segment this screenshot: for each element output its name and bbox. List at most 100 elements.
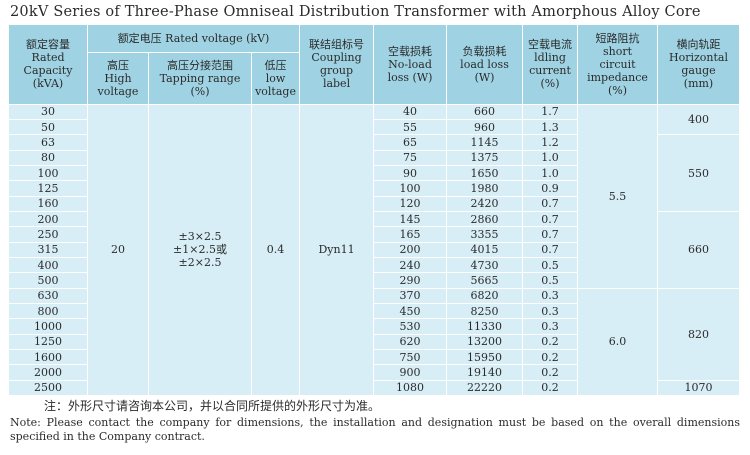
cell-no-load-loss: 65 xyxy=(373,134,448,151)
cell-load-loss: 660 xyxy=(446,103,524,121)
cell-low-voltage: 0.4 xyxy=(250,103,301,397)
cell-load-loss: 960 xyxy=(446,119,524,136)
cell-capacity: 200 xyxy=(8,210,88,228)
cell-capacity: 800 xyxy=(8,302,88,320)
table-row: 800 450 8250 0.3 xyxy=(8,302,740,320)
cell-capacity: 1600 xyxy=(8,348,88,366)
cell-gauge: 820 xyxy=(657,287,741,381)
cell-capacity: 2000 xyxy=(8,364,88,381)
cell-idling-current: 0.2 xyxy=(522,364,579,381)
cell-load-loss: 13200 xyxy=(446,333,524,350)
cell-idling-current: 0.9 xyxy=(522,180,579,197)
cell-idling-current: 0.5 xyxy=(522,272,579,289)
header-high-voltage: 高压 High voltage xyxy=(87,51,149,105)
table-row: 2500 1080 22220 0.2 1070 xyxy=(8,379,741,397)
cell-high-voltage: 20 xyxy=(87,103,149,397)
header-idling-current: 空载电流 ldling current (%) xyxy=(522,24,579,105)
cell-no-load-loss: 530 xyxy=(373,318,448,335)
cell-load-loss: 15950 xyxy=(446,348,524,366)
cell-load-loss: 2860 xyxy=(446,210,524,228)
header-rated-voltage: 额定电压 Rated voltage (kV) xyxy=(86,24,301,53)
cell-load-loss: 1145 xyxy=(446,134,524,151)
cell-gauge: 1070 xyxy=(657,379,741,397)
header-tapping-range: 高压分接范围 Tapping range (%) xyxy=(148,51,252,105)
cell-gauge: 400 xyxy=(657,103,741,136)
cell-no-load-loss: 290 xyxy=(373,272,448,289)
cell-no-load-loss: 55 xyxy=(373,119,448,136)
cell-no-load-loss: 240 xyxy=(373,256,448,274)
cell-idling-current: 1.2 xyxy=(522,134,579,151)
notes: 注：外形尺寸请咨询本公司，并以合同所提供的外形尺寸为准。 Note: Pleas… xyxy=(10,399,740,444)
cell-no-load-loss: 750 xyxy=(373,348,448,366)
table-row: 400 240 4730 0.5 xyxy=(8,256,740,274)
table-row: 63 65 1145 1.2 550 xyxy=(8,134,741,212)
cell-impedance: 6.0 xyxy=(577,287,659,397)
cell-no-load-loss: 620 xyxy=(373,333,448,350)
cell-capacity: 500 xyxy=(8,272,88,289)
cell-idling-current: 1.3 xyxy=(522,119,579,136)
table-row: 80 75 1375 1.0 xyxy=(8,149,740,167)
cell-load-loss: 1375 xyxy=(446,149,524,167)
cell-capacity: 125 xyxy=(8,180,88,197)
cell-idling-current: 0.7 xyxy=(522,241,579,258)
cell-idling-current: 0.7 xyxy=(522,210,579,228)
cell-no-load-loss: 90 xyxy=(373,165,448,182)
header-low-voltage: 低压 low voltage xyxy=(250,51,301,105)
header-coupling: 联结组标号 Coupling group label xyxy=(299,24,375,105)
table-row: 160 120 2420 0.7 xyxy=(8,195,740,213)
note-chinese: 注：外形尺寸请咨询本公司，并以合同所提供的外形尺寸为准。 xyxy=(44,399,381,413)
cell-idling-current: 1.0 xyxy=(522,165,579,182)
cell-capacity: 2500 xyxy=(8,379,88,397)
cell-idling-current: 1.7 xyxy=(522,103,579,121)
cell-no-load-loss: 40 xyxy=(373,103,448,121)
cell-capacity: 1000 xyxy=(8,318,88,335)
header-horizontal-gauge: 横向轨距 Horizontal gauge (mm) xyxy=(657,24,741,105)
cell-capacity: 160 xyxy=(8,195,88,213)
header-load-loss: 负载损耗 load loss (W) xyxy=(446,24,524,105)
cell-load-loss: 4015 xyxy=(446,241,524,258)
cell-tapping-range: ±3×2.5 ±1×2.5或 ±2×2.5 xyxy=(148,103,252,397)
cell-idling-current: 0.3 xyxy=(522,302,579,320)
cell-gauge: 550 xyxy=(657,134,741,212)
cell-capacity: 400 xyxy=(8,256,88,274)
header-no-load-loss: 空载损耗 No-load loss (W) xyxy=(373,24,448,105)
cell-coupling-group: Dyn11 xyxy=(299,103,375,397)
cell-load-loss: 2420 xyxy=(446,195,524,213)
cell-no-load-loss: 200 xyxy=(373,241,448,258)
cell-idling-current: 0.7 xyxy=(522,195,579,213)
cell-idling-current: 0.3 xyxy=(522,318,579,335)
cell-no-load-loss: 165 xyxy=(373,226,448,243)
transformer-spec-table: 额定容量 Rated Capacity (kVA) 额定电压 Rated vol… xyxy=(8,24,741,397)
header-impedance: 短路阻抗 short circuit impedance (%) xyxy=(577,24,659,105)
cell-capacity: 315 xyxy=(8,241,88,258)
cell-load-loss: 11330 xyxy=(446,318,524,335)
cell-gauge: 660 xyxy=(657,211,741,289)
cell-load-loss: 6820 xyxy=(446,287,524,304)
cell-capacity: 100 xyxy=(8,165,88,182)
cell-idling-current: 1.0 xyxy=(522,149,579,167)
cell-idling-current: 0.7 xyxy=(522,226,579,243)
cell-no-load-loss: 370 xyxy=(373,287,448,304)
cell-capacity: 1250 xyxy=(8,333,88,350)
cell-idling-current: 0.2 xyxy=(522,333,579,350)
cell-impedance: 5.5 xyxy=(577,103,659,289)
cell-no-load-loss: 450 xyxy=(373,302,448,320)
cell-capacity: 63 xyxy=(8,134,88,151)
cell-no-load-loss: 145 xyxy=(373,210,448,228)
table-row: 250 165 3355 0.7 xyxy=(8,226,740,243)
cell-load-loss: 19140 xyxy=(446,364,524,381)
note-english: Note: Please contact the company for dim… xyxy=(10,416,740,443)
cell-no-load-loss: 1080 xyxy=(373,379,448,397)
cell-load-loss: 1980 xyxy=(446,180,524,197)
cell-no-load-loss: 75 xyxy=(373,149,448,167)
cell-no-load-loss: 120 xyxy=(373,195,448,213)
cell-load-loss: 8250 xyxy=(446,302,524,320)
cell-capacity: 50 xyxy=(8,119,88,136)
table-row: 1250 620 13200 0.2 xyxy=(8,333,740,350)
cell-load-loss: 22220 xyxy=(446,379,524,397)
table-row: 630 370 6820 0.3 6.0 820 xyxy=(8,287,741,397)
table-row: 200 145 2860 0.7 660 xyxy=(8,210,741,289)
cell-no-load-loss: 900 xyxy=(373,364,448,381)
cell-idling-current: 0.2 xyxy=(522,348,579,366)
cell-capacity: 250 xyxy=(8,226,88,243)
